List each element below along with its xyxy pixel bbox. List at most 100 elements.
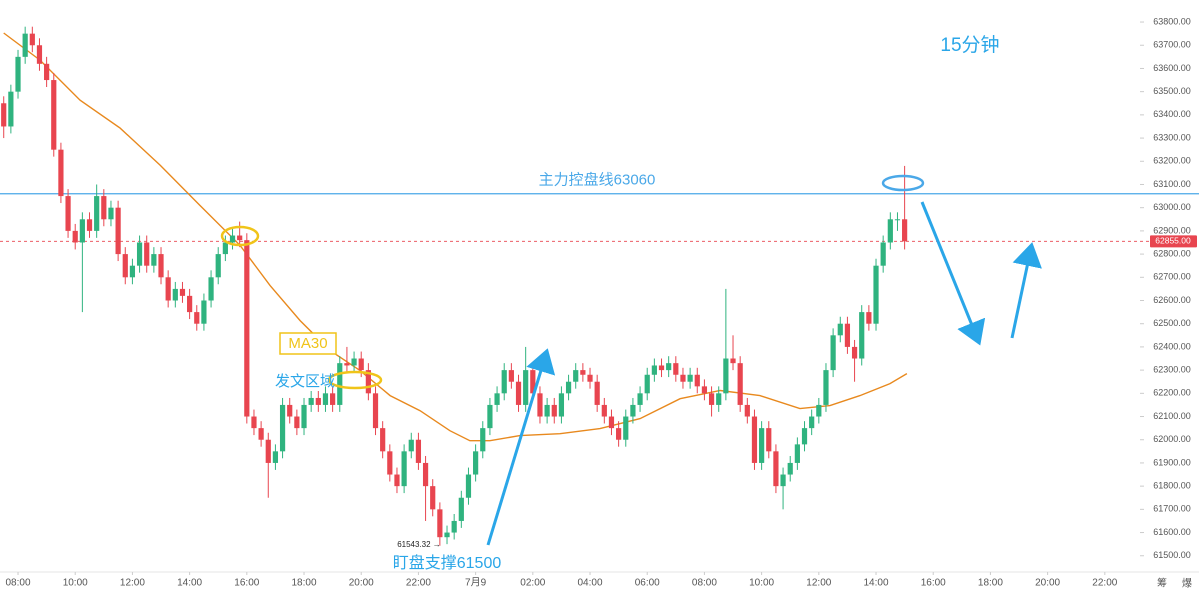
candle-body bbox=[523, 370, 529, 405]
candle-body bbox=[172, 288, 178, 301]
candle-body bbox=[501, 370, 507, 394]
y-tick-label: 62600.00 bbox=[1153, 295, 1191, 305]
y-tick-label: 63100.00 bbox=[1153, 179, 1191, 189]
low-marker: 61543.32 → bbox=[397, 540, 441, 549]
candle-body bbox=[744, 404, 750, 417]
candle-body bbox=[830, 335, 836, 371]
candle-body bbox=[380, 428, 386, 452]
x-tick-label: 22:00 bbox=[1092, 578, 1117, 589]
candle-body bbox=[394, 474, 400, 487]
y-tick-label: 61700.00 bbox=[1153, 504, 1191, 514]
y-tick-label: 63800.00 bbox=[1153, 16, 1191, 26]
candle-body bbox=[473, 451, 479, 475]
candle-body bbox=[136, 242, 143, 266]
x-tick-label: 12:00 bbox=[120, 578, 145, 589]
candle-body bbox=[837, 323, 843, 336]
candle-body bbox=[179, 288, 186, 296]
candle-body bbox=[265, 439, 271, 463]
candle-body bbox=[851, 346, 858, 359]
candle-body bbox=[101, 196, 107, 220]
y-tick-label: 62800.00 bbox=[1153, 248, 1191, 258]
candle-body bbox=[194, 312, 200, 324]
ma-label: MA30 bbox=[288, 335, 327, 352]
candle-body bbox=[601, 404, 607, 417]
candle-body bbox=[337, 363, 343, 405]
candle-body bbox=[201, 300, 207, 324]
ma-label-box bbox=[279, 332, 337, 355]
candle-body bbox=[115, 207, 121, 255]
arrow bbox=[1010, 242, 1042, 339]
candle-body bbox=[272, 451, 279, 463]
x-tick-label: 08:00 bbox=[692, 578, 717, 589]
y-axis-strip bbox=[1140, 0, 1199, 597]
candle-body bbox=[809, 416, 815, 429]
y-tick-label: 62000.00 bbox=[1153, 434, 1191, 444]
candle-body bbox=[165, 277, 171, 301]
x-tick-label: 20:00 bbox=[1035, 578, 1060, 589]
y-tick-label: 61800.00 bbox=[1153, 481, 1191, 491]
candle-body bbox=[29, 33, 35, 46]
y-tick-label: 62900.00 bbox=[1153, 225, 1191, 235]
highlight-ellipse bbox=[327, 370, 383, 390]
candle-body bbox=[716, 393, 722, 405]
candle-body bbox=[430, 486, 436, 510]
candle-body bbox=[451, 520, 457, 533]
y-tick-label: 62200.00 bbox=[1153, 388, 1191, 398]
candle-body bbox=[344, 363, 350, 366]
candle-body bbox=[623, 416, 629, 440]
candle-body bbox=[1, 103, 7, 127]
candle-body bbox=[251, 416, 257, 429]
candle-body bbox=[773, 451, 779, 487]
candle-body bbox=[294, 416, 300, 429]
candle-body bbox=[158, 254, 164, 278]
candle-body bbox=[608, 416, 615, 429]
y-tick-label: 62700.00 bbox=[1153, 272, 1191, 282]
candle-body bbox=[22, 33, 28, 57]
y-tick-label: 63700.00 bbox=[1153, 40, 1191, 50]
candle-body bbox=[330, 393, 336, 405]
candle-body bbox=[79, 219, 85, 243]
highlight-ellipse bbox=[220, 225, 260, 247]
y-tick-label: 62300.00 bbox=[1153, 364, 1191, 374]
candle-body bbox=[680, 374, 686, 382]
candle-body bbox=[8, 91, 14, 127]
x-tick-label: 06:00 bbox=[635, 578, 660, 589]
x-tick-label: 18:00 bbox=[978, 578, 1003, 589]
candle-body bbox=[36, 45, 43, 64]
y-tick-label: 63400.00 bbox=[1153, 109, 1191, 119]
candle-body bbox=[237, 235, 243, 241]
candle-body bbox=[415, 439, 422, 463]
x-tick-label: 7月9 bbox=[465, 577, 487, 589]
x-tick-label: 02:00 bbox=[520, 578, 545, 589]
candle-body bbox=[580, 370, 586, 375]
candle-body bbox=[894, 219, 901, 221]
candle-body bbox=[437, 509, 443, 538]
y-tick-label: 62400.00 bbox=[1153, 341, 1191, 351]
candle-body bbox=[515, 381, 522, 405]
candle-body bbox=[72, 230, 78, 243]
arrow bbox=[920, 201, 986, 346]
candle-body bbox=[480, 428, 486, 452]
candle-body bbox=[322, 393, 329, 405]
candle-body bbox=[530, 370, 536, 394]
candle-body bbox=[673, 363, 679, 375]
x-tick-label: 14:00 bbox=[177, 578, 202, 589]
candle-body bbox=[222, 242, 228, 255]
y-tick-label: 61900.00 bbox=[1153, 457, 1191, 467]
candle-body bbox=[666, 363, 672, 371]
x-tick-label: 04:00 bbox=[578, 578, 603, 589]
candle-body bbox=[258, 428, 264, 440]
candle-body bbox=[401, 451, 407, 487]
candle-body bbox=[766, 428, 772, 452]
candle-body bbox=[573, 370, 579, 382]
corner-icon: 爆 bbox=[1182, 578, 1192, 590]
timeframe-label: 15分钟 bbox=[940, 34, 999, 56]
candle-body bbox=[816, 404, 822, 417]
candle-body bbox=[801, 428, 808, 445]
candle-body bbox=[651, 365, 657, 375]
ma-line bbox=[3, 32, 908, 442]
last-price-label: 62855.00 bbox=[1155, 236, 1191, 246]
candle-body bbox=[687, 374, 693, 382]
candle-body bbox=[694, 374, 700, 387]
candle-body bbox=[508, 370, 514, 382]
